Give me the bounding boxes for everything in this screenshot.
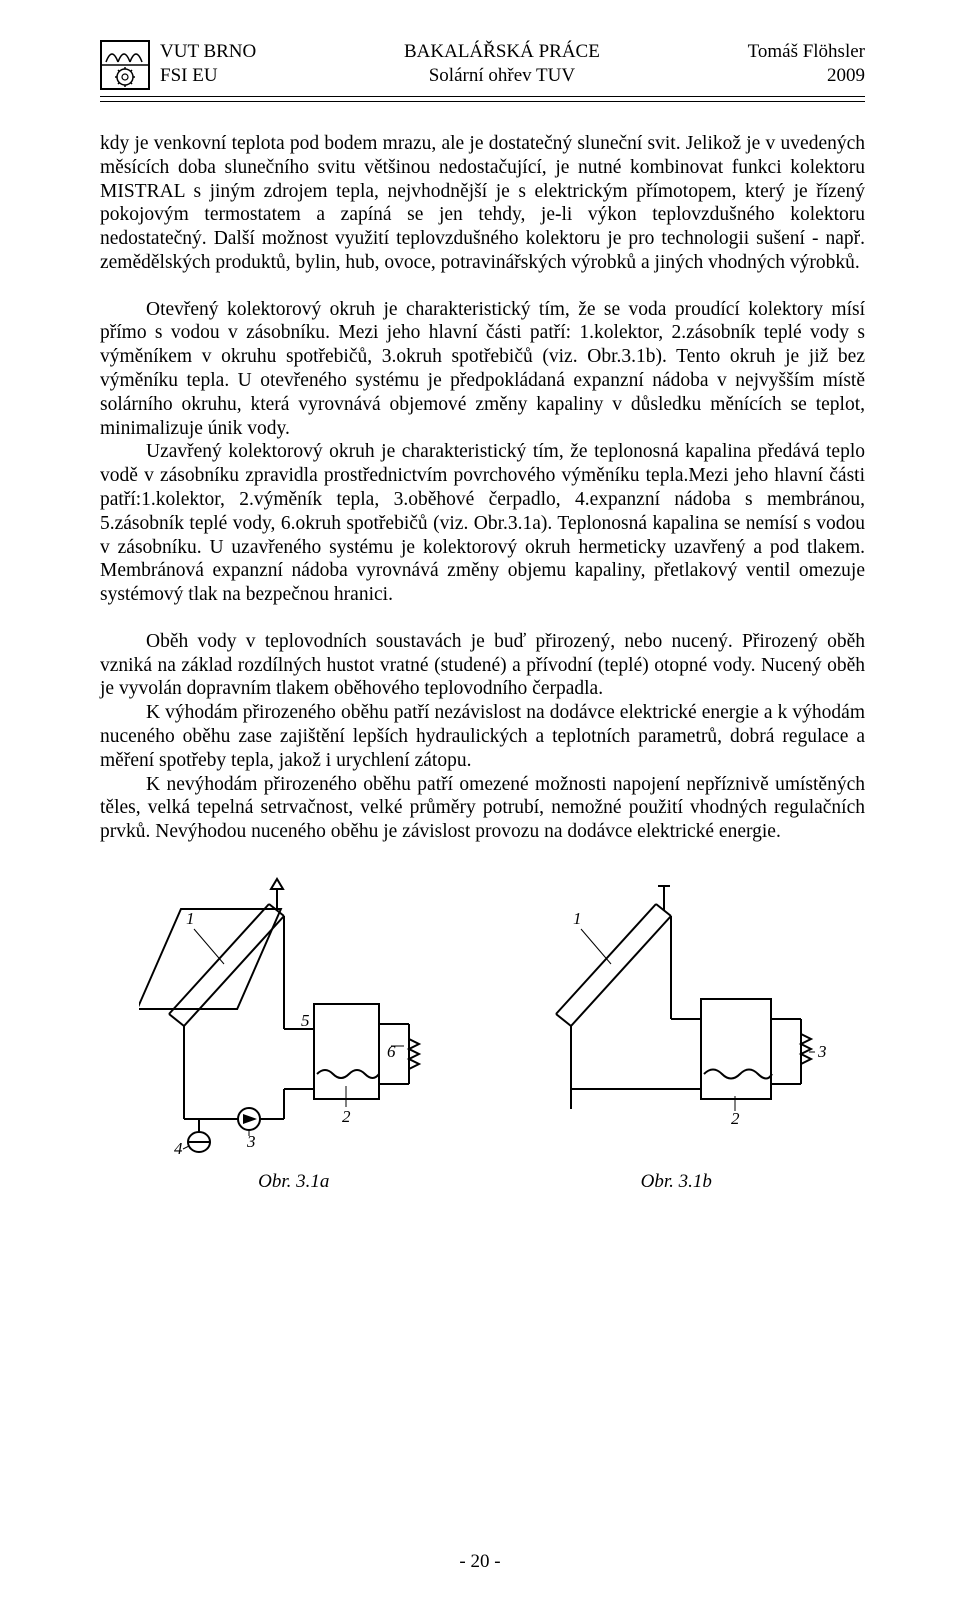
header-university: VUT BRNO xyxy=(160,40,256,64)
fig-a-label-5: 5 xyxy=(301,1011,310,1030)
page-number: - 20 - xyxy=(459,1551,500,1572)
paragraph-4: Oběh vody v teplovodních soustavách je b… xyxy=(100,630,865,701)
fig-a-label-2: 2 xyxy=(342,1107,351,1126)
paragraph-2: Otevřený kolektorový okruh je charakteri… xyxy=(100,298,865,441)
figure-3-1a-diagram-icon: 1 2 5 xyxy=(139,874,449,1154)
fig-b-label-3: 3 xyxy=(817,1042,826,1061)
header-columns: VUT BRNO FSI EU BAKALÁŘSKÁ PRÁCE Solární… xyxy=(160,40,865,88)
header-faculty: FSI EU xyxy=(160,64,256,88)
university-logo-icon xyxy=(100,40,150,90)
paragraph-1: kdy je venkovní teplota pod bodem mrazu,… xyxy=(100,132,865,275)
body-text: kdy je venkovní teplota pod bodem mrazu,… xyxy=(100,132,865,844)
fig-b-label-2: 2 xyxy=(731,1109,740,1128)
header-thesis-title: Solární ohřev TUV xyxy=(256,64,747,88)
header-rule xyxy=(100,101,865,102)
page-header: VUT BRNO FSI EU BAKALÁŘSKÁ PRÁCE Solární… xyxy=(100,40,865,97)
header-right: Tomáš Flöhsler 2009 xyxy=(748,40,865,88)
header-year: 2009 xyxy=(748,64,865,88)
figure-3-1a-caption: Obr. 3.1a xyxy=(139,1171,449,1193)
page-footer: - 20 - xyxy=(0,1551,960,1573)
header-row: VUT BRNO FSI EU BAKALÁŘSKÁ PRÁCE Solární… xyxy=(100,40,865,90)
page: VUT BRNO FSI EU BAKALÁŘSKÁ PRÁCE Solární… xyxy=(0,0,960,1613)
paragraph-3: Uzavřený kolektorový okruh je charakteri… xyxy=(100,440,865,606)
figure-3-1a: 1 2 5 xyxy=(139,874,449,1193)
fig-b-label-1: 1 xyxy=(573,909,582,928)
figures-row: 1 2 5 xyxy=(100,874,865,1193)
paragraph-6: K nevýhodám přirozeného oběhu patří omez… xyxy=(100,773,865,844)
header-center: BAKALÁŘSKÁ PRÁCE Solární ohřev TUV xyxy=(256,40,747,88)
figure-3-1b: 1 2 xyxy=(526,874,826,1193)
header-thesis-type: BAKALÁŘSKÁ PRÁCE xyxy=(256,40,747,64)
fig-a-label-4: 4 xyxy=(174,1139,183,1154)
fig-a-label-6: 6 xyxy=(387,1042,396,1061)
figure-3-1b-diagram-icon: 1 2 xyxy=(526,874,826,1154)
fig-a-label-1: 1 xyxy=(186,909,195,928)
paragraph-5: K výhodám přirozeného oběhu patří nezávi… xyxy=(100,701,865,772)
header-left: VUT BRNO FSI EU xyxy=(160,40,256,88)
header-author: Tomáš Flöhsler xyxy=(748,40,865,64)
fig-a-label-3: 3 xyxy=(246,1132,256,1151)
figure-3-1b-caption: Obr. 3.1b xyxy=(526,1171,826,1193)
